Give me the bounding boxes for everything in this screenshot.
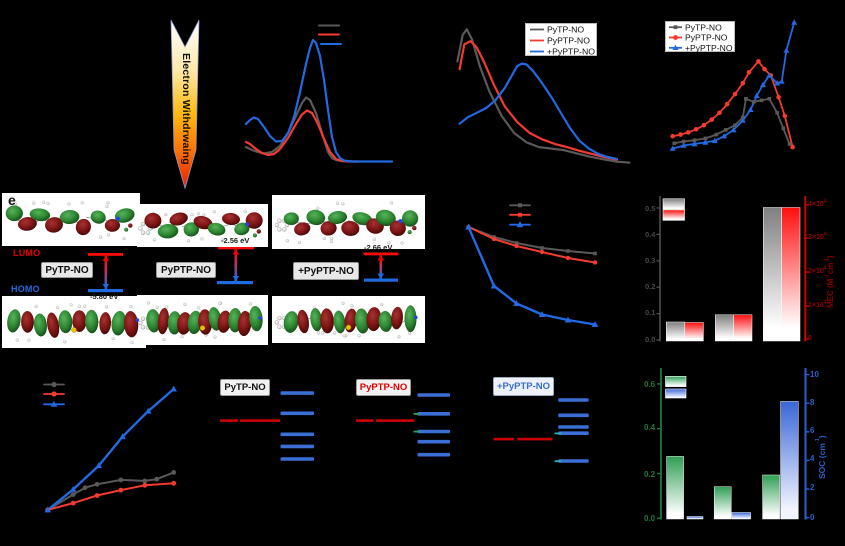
svg-text:PyPTP-NO: PyPTP-NO <box>685 33 728 43</box>
svg-text:+PyPTP-NO: +PyPTP-NO <box>547 47 595 57</box>
svg-text:PyPTP-NO: PyPTP-NO <box>547 36 590 46</box>
svg-text:+PyPTP-NO: +PyPTP-NO <box>685 43 733 53</box>
svg-text:PyTP-NO: PyTP-NO <box>685 22 722 32</box>
svg-text:PyTP-NO: PyTP-NO <box>547 25 584 35</box>
